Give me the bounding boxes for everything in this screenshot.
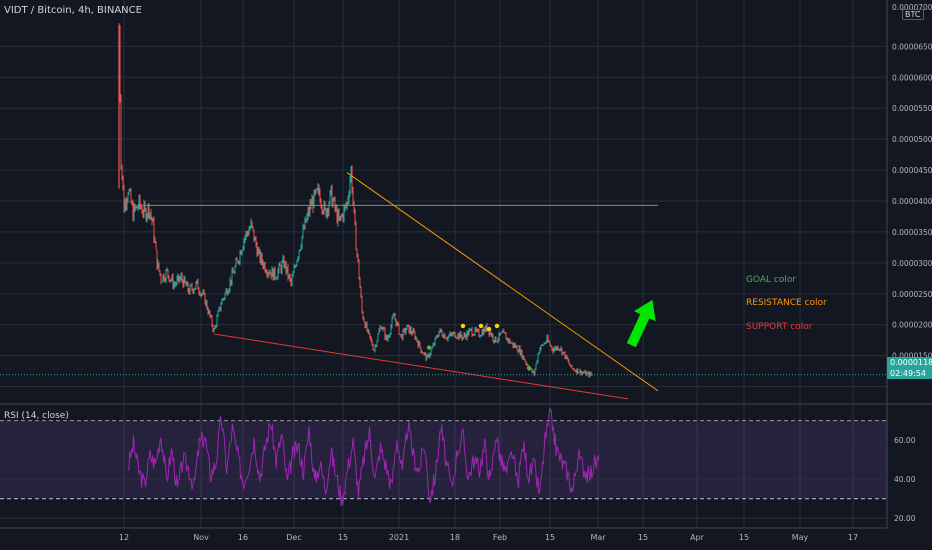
x-tick-label: 15 [545, 533, 555, 542]
x-tick-label: Nov [193, 533, 209, 542]
rsi-tick-label: 40.00 [894, 475, 916, 484]
candles [118, 23, 593, 378]
green-marker [526, 365, 532, 371]
goal-arrow [626, 299, 656, 348]
green-marker [426, 345, 432, 350]
yellow-marker [486, 326, 492, 332]
last-price-badge: 0.00001189 02:49:54 [887, 357, 932, 379]
x-tick-label: 12 [119, 533, 129, 542]
support-legend: SUPPORT color [746, 322, 813, 332]
yellow-marker [478, 323, 484, 329]
goal-arrow-head [633, 299, 656, 322]
last-price-value: 0.00001189 [890, 358, 932, 367]
goal-legend: GOAL color [746, 275, 797, 285]
x-tick-label: Feb [493, 533, 507, 542]
x-tick-label: Mar [590, 533, 606, 542]
x-tick-label: 16 [238, 533, 248, 542]
x-tick-label: 2021 [389, 533, 409, 542]
x-tick-label: May [792, 533, 809, 542]
yellow-marker [494, 323, 500, 329]
rsi-tick-label: 20.00 [894, 514, 916, 523]
currency-badge[interactable]: BTC [902, 9, 924, 20]
x-tick-label: 15 [739, 533, 749, 542]
rsi-line [127, 408, 600, 507]
y-tick-label: 0.00001500 [892, 352, 932, 361]
goal-arrow-shaft [626, 312, 651, 348]
chart-title: VIDT / Bitcoin, 4h, BINANCE [4, 5, 142, 16]
resistance-line [346, 172, 659, 392]
rsi-tick-label: 60.00 [894, 436, 916, 445]
rsi-band [0, 420, 887, 499]
yellow-marker [460, 323, 466, 329]
rsi-title: RSI (14, close) [4, 411, 69, 421]
x-tick-label: Apr [690, 533, 705, 542]
x-tick-label: Dec [286, 533, 301, 542]
x-tick-label: 15 [338, 533, 348, 542]
bar-timer: 02:49:54 [890, 369, 926, 378]
x-tick-label: 15 [638, 533, 648, 542]
support-line [213, 333, 629, 400]
x-tick-label: 18 [450, 533, 460, 542]
y-tick-label: 0.00007000 [892, 3, 932, 12]
resistance-legend: RESISTANCE color [746, 298, 827, 308]
x-tick-label: 17 [848, 533, 858, 542]
